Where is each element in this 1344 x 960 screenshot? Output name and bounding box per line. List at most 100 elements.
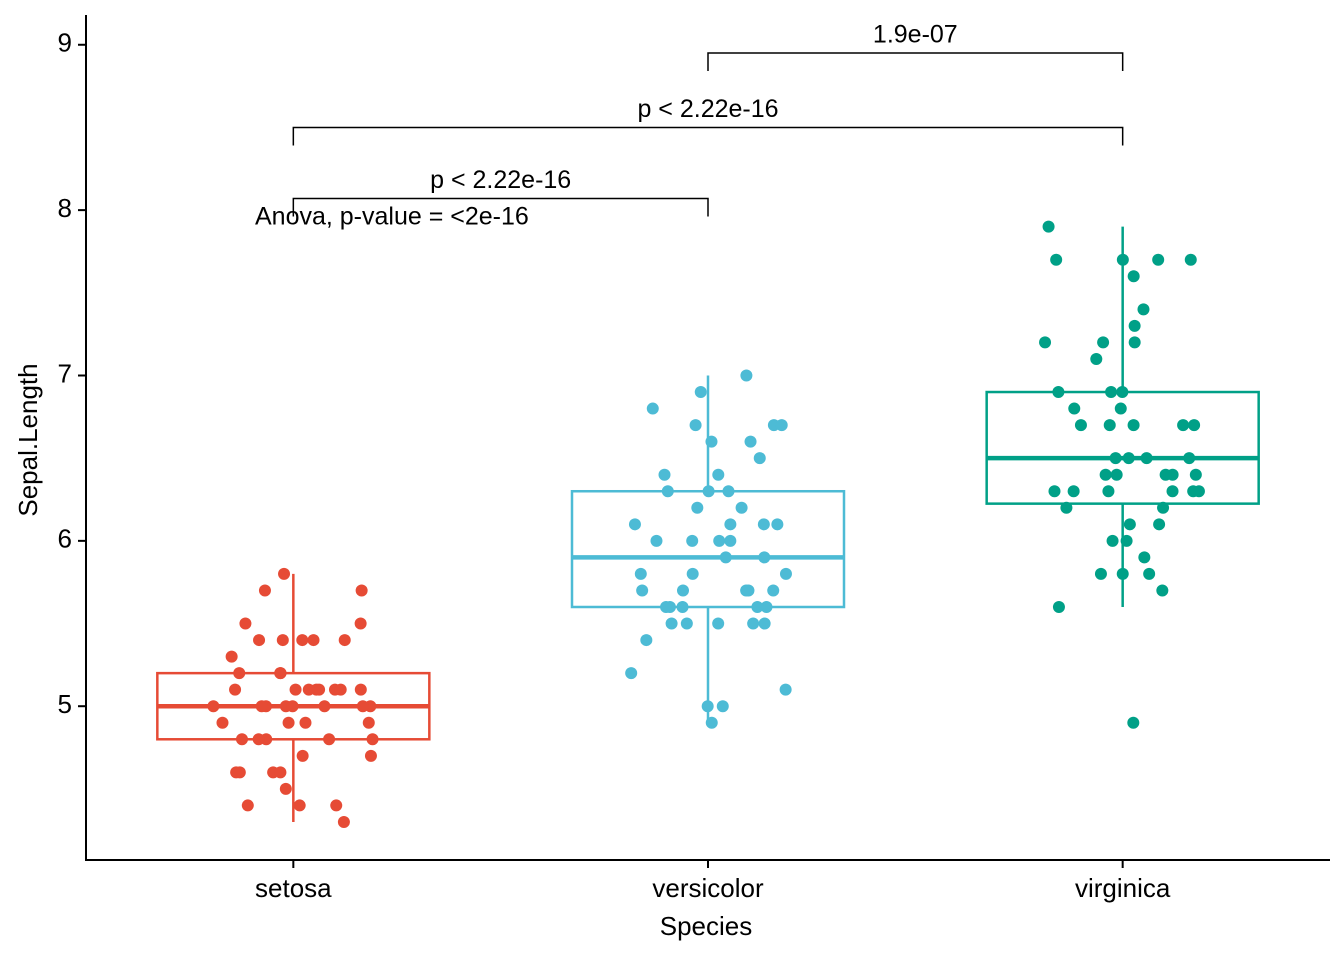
data-point bbox=[1166, 485, 1179, 498]
data-point bbox=[712, 617, 725, 630]
data-point bbox=[1127, 419, 1140, 432]
data-point bbox=[289, 683, 302, 696]
data-point bbox=[356, 700, 369, 713]
data-point bbox=[646, 402, 659, 415]
data-point bbox=[282, 716, 295, 729]
data-point bbox=[338, 634, 351, 647]
data-point bbox=[225, 650, 238, 663]
data-point bbox=[1137, 303, 1150, 316]
data-point bbox=[760, 600, 773, 613]
y-tick-label: 8 bbox=[58, 193, 72, 223]
box bbox=[570, 489, 846, 609]
data-point bbox=[302, 683, 315, 696]
data-point bbox=[716, 700, 729, 713]
data-point bbox=[293, 799, 306, 812]
data-point bbox=[1140, 452, 1153, 465]
data-point bbox=[1127, 716, 1140, 729]
data-point bbox=[650, 534, 663, 547]
data-point bbox=[712, 468, 725, 481]
comparison-bracket bbox=[292, 197, 709, 217]
data-point bbox=[665, 617, 678, 630]
data-point bbox=[1090, 352, 1103, 365]
data-point bbox=[625, 667, 638, 680]
y-tick-label: 9 bbox=[58, 28, 72, 58]
data-point bbox=[1143, 567, 1156, 580]
data-point bbox=[216, 716, 229, 729]
data-point bbox=[1039, 336, 1052, 349]
data-point bbox=[1127, 270, 1140, 283]
data-point bbox=[1114, 402, 1127, 415]
data-point bbox=[1110, 468, 1123, 481]
y-axis-title: Sepal.Length bbox=[13, 363, 43, 516]
data-point bbox=[751, 600, 764, 613]
data-point bbox=[233, 667, 246, 680]
data-point bbox=[747, 617, 760, 630]
data-point bbox=[1192, 485, 1205, 498]
data-point bbox=[313, 683, 326, 696]
comparison-label: p < 2.22e-16 bbox=[637, 95, 778, 123]
x-tick-label: versicolor bbox=[652, 873, 764, 903]
data-point bbox=[362, 716, 375, 729]
data-point bbox=[689, 419, 702, 432]
data-point bbox=[771, 518, 784, 531]
data-point bbox=[658, 468, 671, 481]
y-tick-label: 6 bbox=[58, 524, 72, 554]
data-point bbox=[634, 567, 647, 580]
data-point bbox=[740, 369, 753, 382]
data-point bbox=[276, 634, 289, 647]
data-point bbox=[274, 667, 287, 680]
data-point bbox=[1097, 336, 1110, 349]
data-point bbox=[1122, 452, 1135, 465]
data-point bbox=[1050, 253, 1063, 266]
data-point bbox=[1128, 336, 1141, 349]
data-point bbox=[686, 567, 699, 580]
data-point bbox=[1183, 452, 1196, 465]
data-point bbox=[757, 518, 770, 531]
data-point bbox=[1099, 468, 1112, 481]
data-point bbox=[1042, 220, 1055, 233]
data-point bbox=[1153, 518, 1166, 531]
data-point bbox=[1189, 468, 1202, 481]
data-point bbox=[1116, 253, 1129, 266]
data-point bbox=[753, 452, 766, 465]
data-point bbox=[252, 733, 265, 746]
data-point bbox=[1188, 419, 1201, 432]
anova-annotation: Anova, p-value = <2e-16 bbox=[255, 203, 529, 231]
data-point bbox=[1102, 485, 1115, 498]
comparison-label: 1.9e-07 bbox=[873, 21, 958, 49]
x-tick-label: virginica bbox=[1075, 873, 1171, 903]
data-point bbox=[355, 584, 368, 597]
data-point bbox=[636, 584, 649, 597]
data-point bbox=[207, 700, 220, 713]
data-point bbox=[724, 518, 737, 531]
data-point bbox=[724, 534, 737, 547]
data-point bbox=[779, 683, 792, 696]
y-tick-label: 7 bbox=[58, 358, 72, 388]
data-point bbox=[1060, 501, 1073, 514]
data-point bbox=[775, 419, 788, 432]
data-point bbox=[229, 683, 242, 696]
data-point bbox=[318, 700, 331, 713]
data-point bbox=[337, 815, 350, 828]
data-point bbox=[286, 700, 299, 713]
data-point bbox=[713, 534, 726, 547]
data-point bbox=[628, 518, 641, 531]
data-point bbox=[1184, 253, 1197, 266]
data-point bbox=[278, 567, 291, 580]
comparison-bracket bbox=[292, 126, 1124, 146]
data-point bbox=[702, 485, 715, 498]
data-point bbox=[1157, 501, 1170, 514]
data-point bbox=[1052, 600, 1065, 613]
data-point bbox=[1048, 485, 1061, 498]
data-point bbox=[779, 567, 792, 580]
data-point bbox=[1116, 386, 1129, 399]
data-point bbox=[1138, 551, 1151, 564]
data-point bbox=[1156, 584, 1169, 597]
data-point bbox=[323, 733, 336, 746]
data-point bbox=[661, 485, 674, 498]
data-point bbox=[1109, 452, 1122, 465]
data-point bbox=[686, 534, 699, 547]
data-point bbox=[767, 584, 780, 597]
data-point bbox=[1120, 534, 1133, 547]
data-point bbox=[744, 435, 757, 448]
